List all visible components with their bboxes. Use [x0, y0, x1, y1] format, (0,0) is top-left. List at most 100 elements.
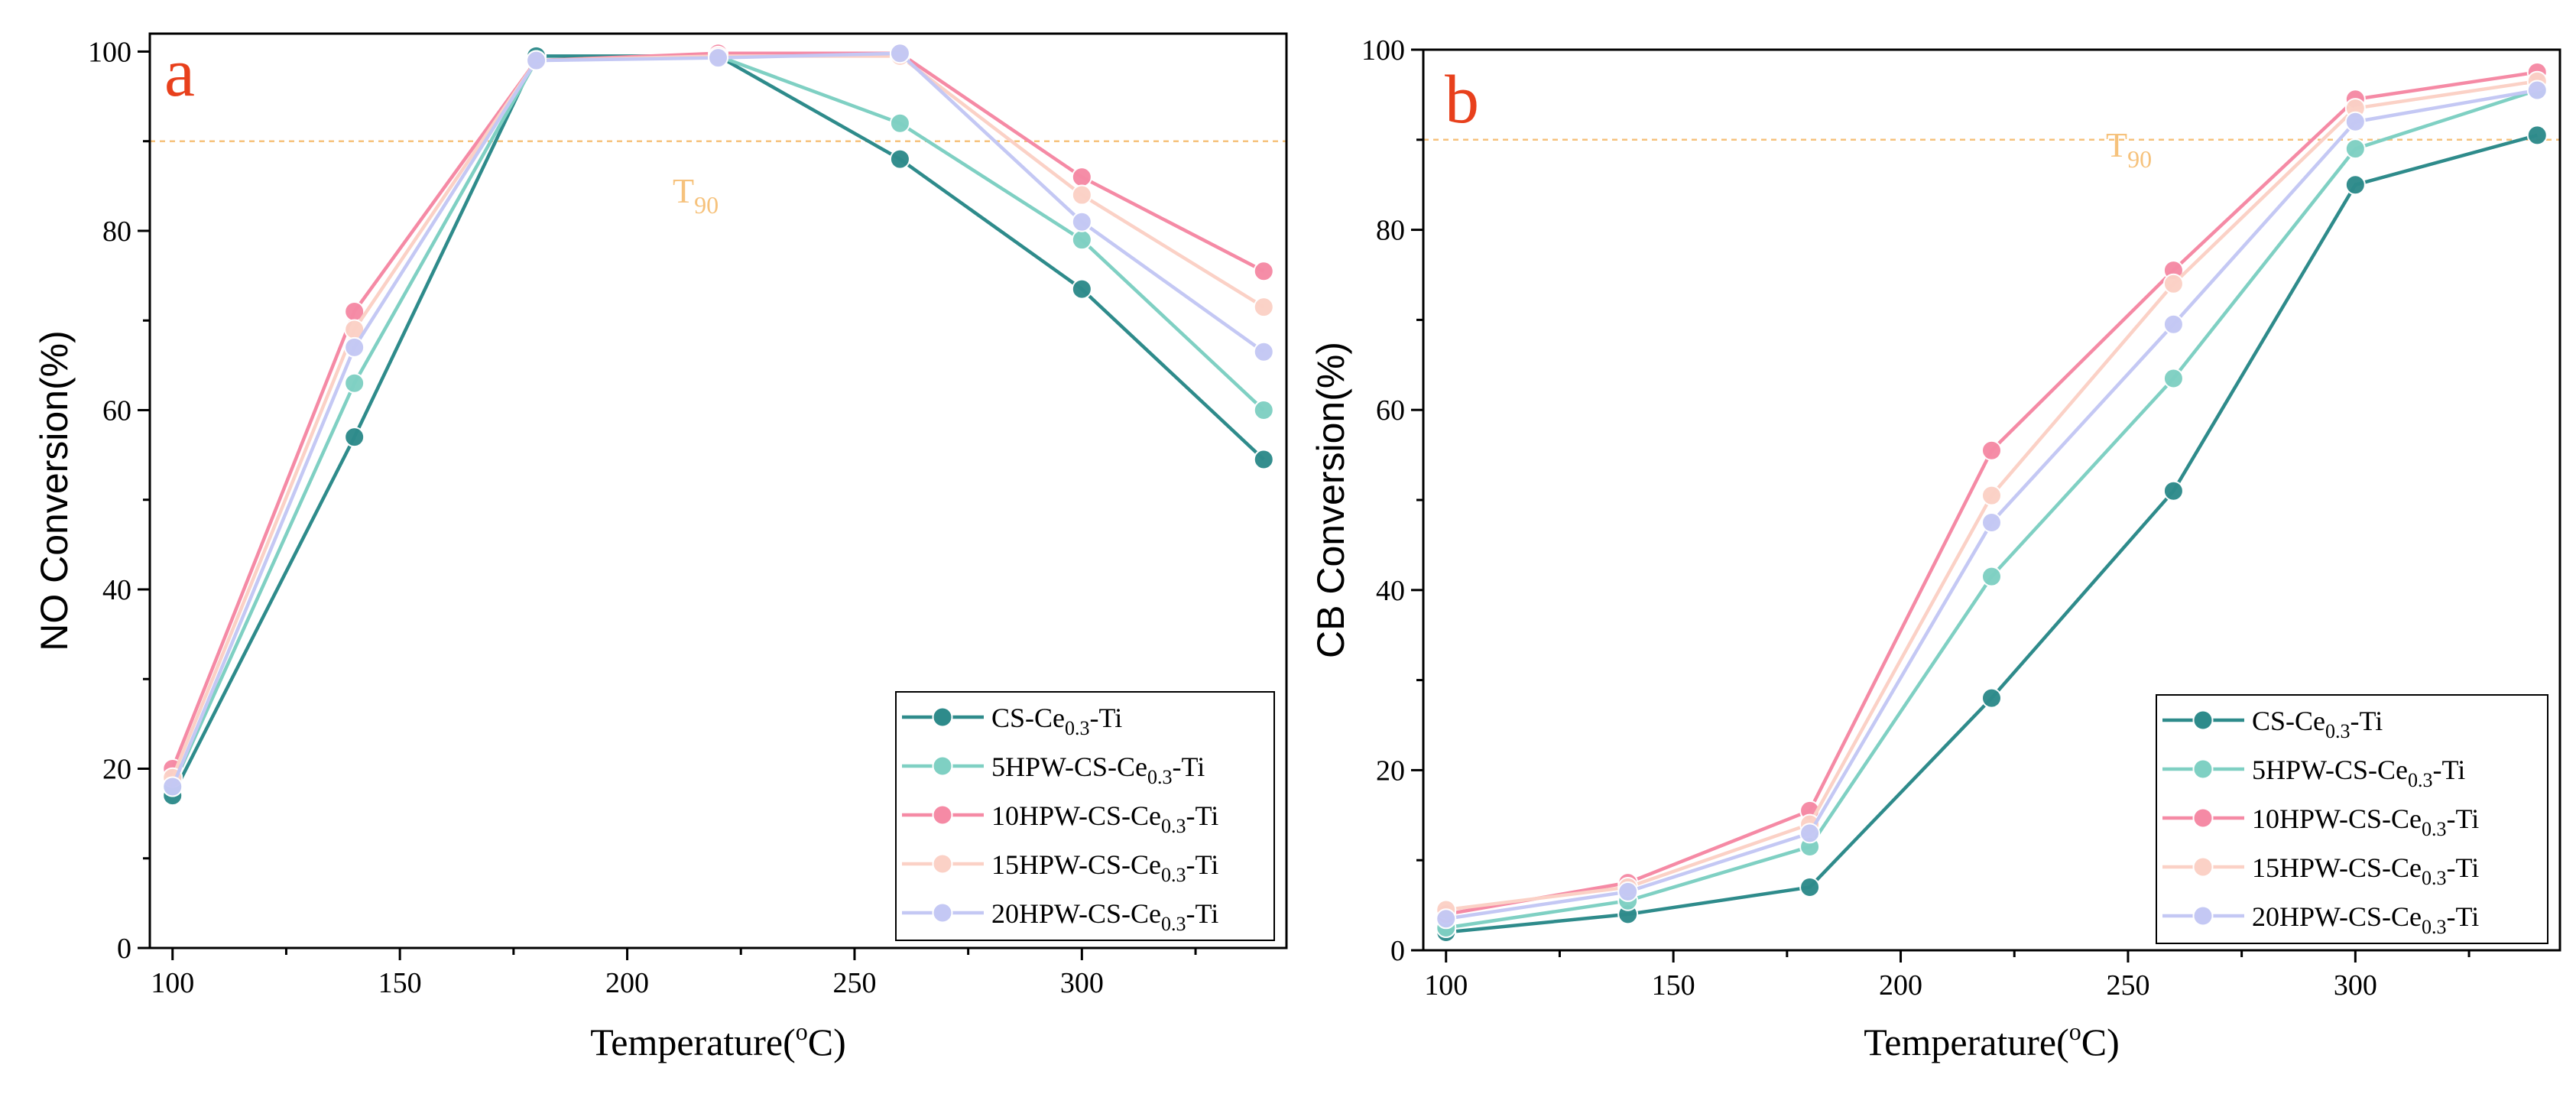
legend-entry-subscript: 0.3 [1161, 913, 1186, 935]
t90-label-main: T [2106, 125, 2127, 164]
data-point [344, 336, 365, 358]
legend-entry-prefix: 10HPW-CS-Ce [2252, 803, 2422, 834]
y-tick-label: 60 [102, 394, 131, 427]
legend-swatch-marker [2192, 758, 2214, 780]
data-point [1981, 566, 2002, 587]
y-tick-label: 40 [102, 574, 131, 606]
legend: CS-Ce0.3-Ti5HPW-CS-Ce0.3-Ti10HPW-CS-Ce0.… [2156, 694, 2548, 944]
x-axis-label-main: Temperature( [590, 1021, 796, 1063]
t90-label-main: T [673, 171, 694, 210]
series-line-1 [170, 54, 1265, 787]
data-point [2344, 174, 2366, 196]
legend-swatch-marker [2192, 856, 2214, 878]
data-point [1436, 908, 1457, 930]
legend-entry-prefix: CS-Ce [991, 703, 1065, 733]
data-point [1253, 297, 1274, 318]
data-point [2526, 80, 2548, 101]
legend-entry-suffix: -Ti [2433, 755, 2466, 785]
legend-swatch-marker [932, 902, 953, 924]
data-point [1617, 881, 1639, 902]
data-point [526, 50, 547, 71]
y-tick-label: 20 [1376, 755, 1405, 787]
legend-entry-prefix: 5HPW-CS-Ce [991, 752, 1147, 782]
x-tick-label: 150 [378, 967, 422, 999]
legend-swatch-marker [2192, 709, 2214, 731]
x-tick-label: 150 [1652, 969, 1695, 1001]
data-point [1071, 278, 1092, 300]
legend-entry-prefix: 20HPW-CS-Ce [991, 898, 1161, 929]
x-tick-label: 100 [1424, 969, 1468, 1001]
x-tick-label: 250 [832, 967, 876, 999]
legend-entry-subscript: 0.3 [1161, 864, 1186, 886]
data-point [1799, 877, 1821, 898]
legend-entry-prefix: CS-Ce [2252, 706, 2325, 736]
x-tick-label: 300 [1060, 967, 1104, 999]
data-point [1071, 229, 1092, 251]
y-tick-label: 80 [102, 216, 131, 248]
legend-swatch-marker [932, 804, 953, 826]
panel-a: T90 100 150 200 250 300 0 20 40 60 80 100 Temperatur… [33, 32, 1288, 1063]
x-tick-label: 250 [2106, 969, 2149, 1001]
legend-entry-label: 20HPW-CS-Ce0.3-Ti [2252, 901, 2479, 938]
legend-entry-prefix: 20HPW-CS-Ce [2252, 901, 2422, 932]
x-tick-label: 200 [605, 967, 649, 999]
legend-swatch-marker [932, 755, 953, 777]
series-line-2 [170, 51, 1265, 770]
data-point [2526, 125, 2548, 146]
x-axis-label-unit: C) [808, 1021, 846, 1063]
data-point [1071, 167, 1092, 188]
legend-entry-prefix: 10HPW-CS-Ce [991, 800, 1161, 831]
data-point [1253, 399, 1274, 420]
legend-entry-subscript: 0.3 [1161, 815, 1186, 837]
t90-label: T90 [673, 171, 719, 219]
y-tick-label: 20 [102, 753, 131, 785]
panel-b: T90 100 150 200 250 300 0 20 40 60 80 100 Temperatur… [1309, 34, 2561, 1063]
data-point [2344, 138, 2366, 160]
data-point [1253, 261, 1274, 282]
t90-label-sub: 90 [2127, 145, 2152, 173]
x-tick-label: 200 [1879, 969, 1922, 1001]
data-point [889, 148, 910, 170]
legend-entry-subscript: 0.3 [2325, 720, 2351, 742]
series-line-3 [170, 54, 1265, 779]
y-tick-label: 0 [117, 933, 131, 965]
y-tick-label: 100 [88, 36, 131, 68]
legend-entry-label: 10HPW-CS-Ce0.3-Ti [2252, 803, 2479, 840]
data-point [344, 372, 365, 394]
legend-entry-label: CS-Ce0.3-Ti [991, 703, 1122, 739]
t90-label: T90 [2106, 125, 2152, 173]
data-point [1981, 687, 2002, 709]
x-tick-label: 300 [2334, 969, 2377, 1001]
legend-swatch-marker [932, 706, 953, 728]
y-tick-label: 40 [1376, 575, 1405, 607]
data-point [1253, 341, 1274, 362]
data-point [344, 427, 365, 448]
legend-entry-suffix: -Ti [2447, 852, 2480, 883]
data-point [1071, 211, 1092, 232]
x-axis-label-unit: C) [2081, 1021, 2120, 1063]
legend-entry-subscript: 0.3 [1147, 766, 1173, 788]
legend-entry-suffix: -Ti [1186, 849, 1219, 880]
legend-entry-subscript: 0.3 [1065, 717, 1090, 739]
legend-swatch-marker [932, 853, 953, 875]
t90-label-sub: 90 [694, 191, 719, 219]
data-point [162, 776, 183, 797]
x-axis-label-main: Temperature( [1864, 1021, 2069, 1063]
legend-entry-label: 10HPW-CS-Ce0.3-Ti [991, 800, 1218, 837]
data-point [1253, 449, 1274, 470]
legend-entry-subscript: 0.3 [2422, 916, 2447, 938]
x-axis-label: Temperature(oC) [590, 1018, 846, 1063]
legend-entry-prefix: 15HPW-CS-Ce [2252, 852, 2422, 883]
legend-swatch-marker [2192, 807, 2214, 829]
legend-entry-suffix: -Ti [2447, 803, 2480, 834]
y-axis-label: CB Conversion(%) [1309, 342, 1352, 658]
legend-entry-label: 15HPW-CS-Ce0.3-Ti [2252, 852, 2479, 889]
x-axis-label: Temperature(oC) [1864, 1018, 2120, 1063]
data-point [2162, 368, 2184, 389]
y-tick-label: 0 [1390, 935, 1405, 967]
legend-entry-label: 15HPW-CS-Ce0.3-Ti [991, 849, 1218, 886]
y-tick-label: 80 [1376, 215, 1405, 247]
panel-label: b [1445, 62, 1479, 138]
legend-entry-subscript: 0.3 [2422, 818, 2447, 840]
